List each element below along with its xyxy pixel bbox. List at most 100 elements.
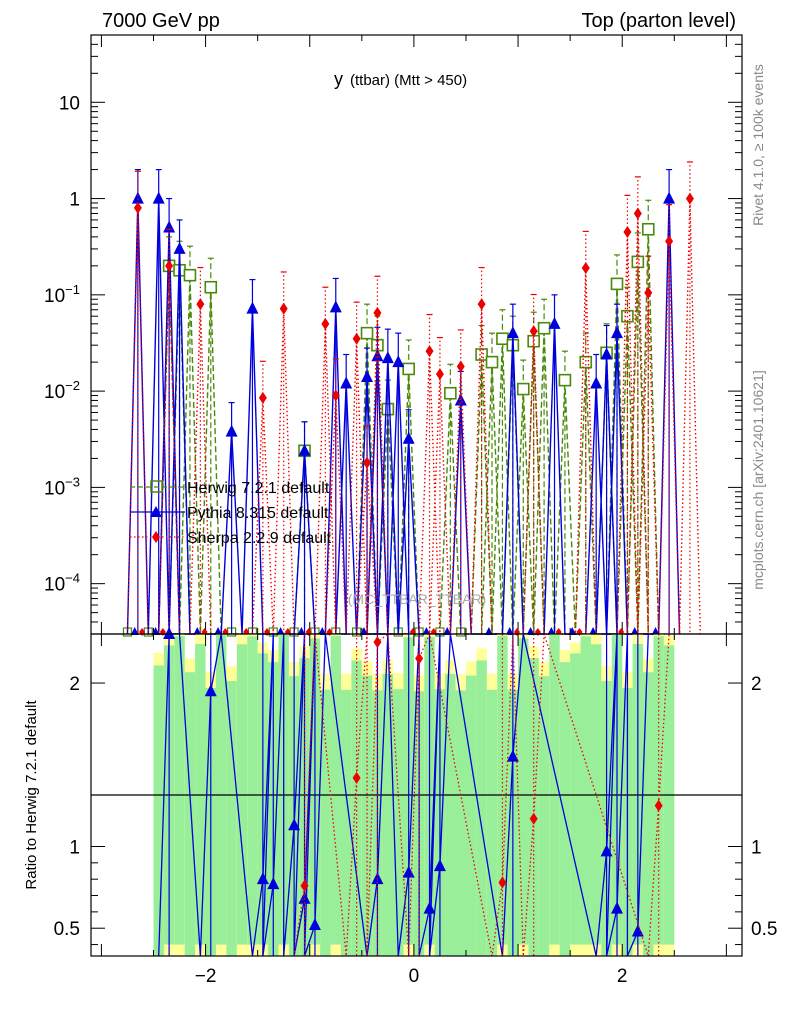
- pythia-point: [298, 443, 311, 456]
- pythia-point: [381, 351, 394, 364]
- pythia-zero-point: [505, 627, 514, 635]
- main-y-tick-label: 1: [69, 190, 80, 211]
- legend-label-pythia: Pythia 8.315 default: [187, 505, 329, 522]
- ratio-band-inner: [153, 665, 164, 956]
- ratio-band-inner: [330, 635, 341, 945]
- pythia-point: [548, 316, 561, 329]
- legend-label-herwig: Herwig 7.2.1 default: [187, 480, 330, 497]
- sherpa-point: [258, 391, 267, 404]
- ratio-y-tick-label: 2: [69, 674, 80, 695]
- sherpa-point: [331, 389, 340, 402]
- sherpa-point: [665, 235, 674, 248]
- pythia-zero-point: [589, 627, 598, 635]
- legend-entry-pythia: Pythia 8.315 default: [130, 505, 329, 522]
- sherpa-point: [196, 298, 205, 311]
- legend: Herwig 7.2.1 default Pythia 8.315 defaul…: [130, 480, 332, 547]
- plot-title-suffix: (ttbar) (Mtt > 450): [350, 72, 467, 89]
- sherpa-point: [352, 332, 361, 345]
- main-y-tick-label: 10−2: [44, 378, 80, 403]
- ratio-sherpa-point: [415, 652, 424, 665]
- process-label: Top (parton level): [581, 10, 736, 32]
- herwig-point: [558, 373, 572, 387]
- herwig-point: [496, 332, 509, 346]
- sherpa-point: [425, 345, 434, 358]
- herwig-point: [641, 222, 655, 236]
- sherpa-point: [321, 317, 330, 330]
- ratio-band-inner: [643, 672, 654, 956]
- ratio-band-inner: [351, 660, 362, 956]
- ratio-band-inner: [476, 660, 487, 956]
- rivet-version-label: Rivet 4.1.0, ≥ 100k events: [750, 64, 766, 226]
- ratio-band-inner: [486, 689, 498, 956]
- series-sherpa: [126, 161, 702, 636]
- sherpa-point: [685, 192, 694, 205]
- ratio-y-tick-label-right: 2: [751, 674, 762, 695]
- sherpa-point: [456, 360, 465, 373]
- pythia-zero-point: [630, 627, 639, 635]
- ratio-pythia-point: [256, 872, 269, 885]
- pythia-point: [163, 220, 176, 233]
- ratio-plot-frame: [90, 633, 743, 957]
- pythia-zero-point: [651, 627, 660, 635]
- series-pythia: [126, 168, 681, 635]
- ratio-band-inner: [174, 636, 185, 945]
- herwig-point: [204, 280, 218, 294]
- legend-label-sherpa: Sherpa 2.2.9 default: [187, 530, 332, 547]
- herwig-square-icon: [150, 480, 163, 493]
- main-y-tick-label: 10−4: [44, 571, 80, 596]
- ratio-pythia-point: [433, 859, 446, 872]
- ratio-band-inner: [455, 690, 466, 956]
- pythia-point: [173, 241, 186, 254]
- ratio-band-inner: [247, 636, 258, 945]
- herwig-point: [444, 386, 457, 400]
- y-tick-exponent: −4: [65, 571, 80, 586]
- sherpa-point: [623, 225, 632, 238]
- sherpa-point: [279, 302, 288, 315]
- ratio-band-inner: [184, 672, 196, 956]
- ratio-pythia-point: [423, 901, 436, 914]
- pythia-zero-point: [276, 627, 285, 635]
- ratio-sherpa-point: [352, 771, 361, 784]
- legend-entry-sherpa: Sherpa 2.2.9 default: [130, 530, 332, 547]
- ratio-band-inner: [215, 634, 227, 945]
- sherpa-zero-point: [159, 628, 166, 636]
- pythia-point: [663, 191, 676, 204]
- ratio-band-inner: [538, 676, 550, 956]
- ratio-band-inner: [393, 689, 404, 956]
- sherpa-point: [363, 456, 372, 469]
- sherpa-point: [581, 262, 590, 275]
- analysis-watermark: (MC_TTBAR_TTBAR): [348, 591, 486, 607]
- pythia-point: [611, 326, 624, 339]
- y-tick-exponent: −3: [65, 474, 80, 489]
- pythia-point: [371, 349, 384, 362]
- sherpa-point: [373, 306, 382, 319]
- x-tick-label: 0: [409, 966, 420, 987]
- ratio-y-tick-label-right: 1: [751, 837, 762, 858]
- ratio-pythia-point: [288, 818, 301, 831]
- ratio-band-inner: [559, 662, 571, 956]
- pythia-point: [340, 376, 353, 389]
- pythia-zero-point: [318, 627, 327, 635]
- ratio-sherpa-point: [498, 876, 507, 889]
- ratio-band-inner: [518, 638, 529, 945]
- ratio-pythia-point: [402, 865, 415, 878]
- pythia-point: [590, 376, 603, 389]
- series-herwig: [122, 199, 660, 637]
- ratio-band-inner: [445, 673, 456, 956]
- ratio-pythia-point: [298, 891, 311, 904]
- ratio-y-axis-label: Ratio to Herwig 7.2.1 default: [23, 700, 40, 890]
- energy-label: 7000 GeV pp: [102, 10, 220, 32]
- herwig-point: [485, 355, 499, 369]
- pythia-zero-point: [547, 627, 556, 635]
- ratio-band-inner: [361, 675, 373, 956]
- y-tick-base: 10: [44, 575, 65, 596]
- main-y-tick-label: 10−3: [44, 474, 80, 499]
- ratio-pythia-point: [308, 917, 321, 930]
- herwig-point: [402, 362, 415, 376]
- ratio-pythia-point: [267, 877, 280, 890]
- ratio-band-inner: [320, 689, 331, 956]
- main-plot-series: [122, 161, 702, 637]
- pythia-point: [506, 326, 519, 339]
